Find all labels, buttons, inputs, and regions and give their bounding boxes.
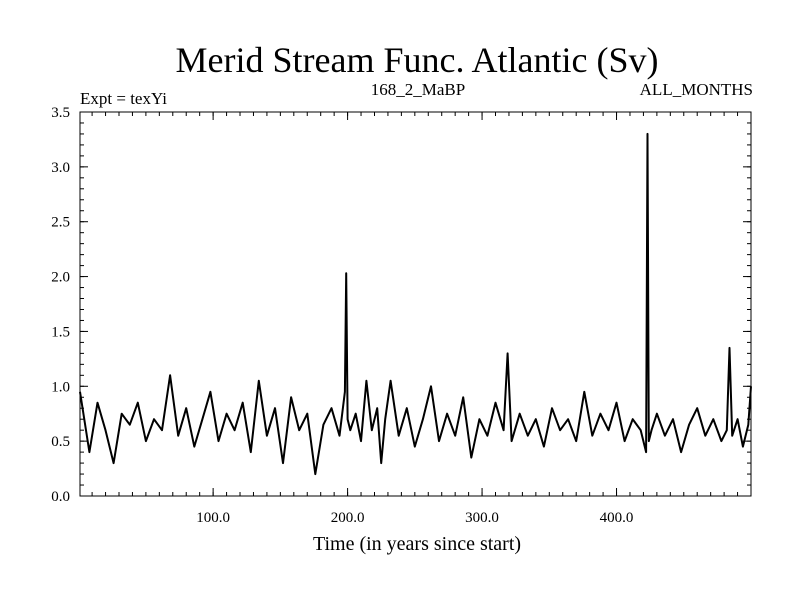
y-tick-label: 2.0 bbox=[51, 270, 70, 286]
x-axis-label: Time (in years since start) bbox=[313, 533, 521, 555]
y-tick-label: 1.5 bbox=[51, 324, 70, 340]
x-tick-label: 300.0 bbox=[465, 510, 499, 526]
series-layer bbox=[79, 132, 752, 476]
months-label: ALL_MONTHS bbox=[640, 80, 753, 99]
y-tick-label: 0.0 bbox=[51, 489, 70, 505]
y-tick-label: 2.5 bbox=[51, 215, 70, 231]
x-tick-label: 400.0 bbox=[600, 510, 634, 526]
x-tick-label: 100.0 bbox=[196, 510, 230, 526]
y-tick-label: 3.5 bbox=[51, 105, 70, 121]
x-axis: 100.0 200.0 300.0 400.0 bbox=[91, 112, 739, 526]
chart-title: Merid Stream Func. Atlantic (Sv) bbox=[176, 40, 659, 80]
series-line bbox=[79, 132, 752, 476]
x-tick-label: 200.0 bbox=[331, 510, 365, 526]
y-axis: 0.0 0.5 1.0 1.5 2.0 2.5 3.0 3.5 bbox=[51, 105, 751, 505]
experiment-label: Expt = texYi bbox=[80, 89, 167, 108]
run-label: 168_2_MaBP bbox=[371, 80, 465, 99]
y-tick-label: 0.5 bbox=[51, 434, 70, 450]
y-tick-label: 3.0 bbox=[51, 160, 70, 176]
plot-frame bbox=[79, 111, 752, 497]
y-tick-label: 1.0 bbox=[51, 379, 70, 395]
